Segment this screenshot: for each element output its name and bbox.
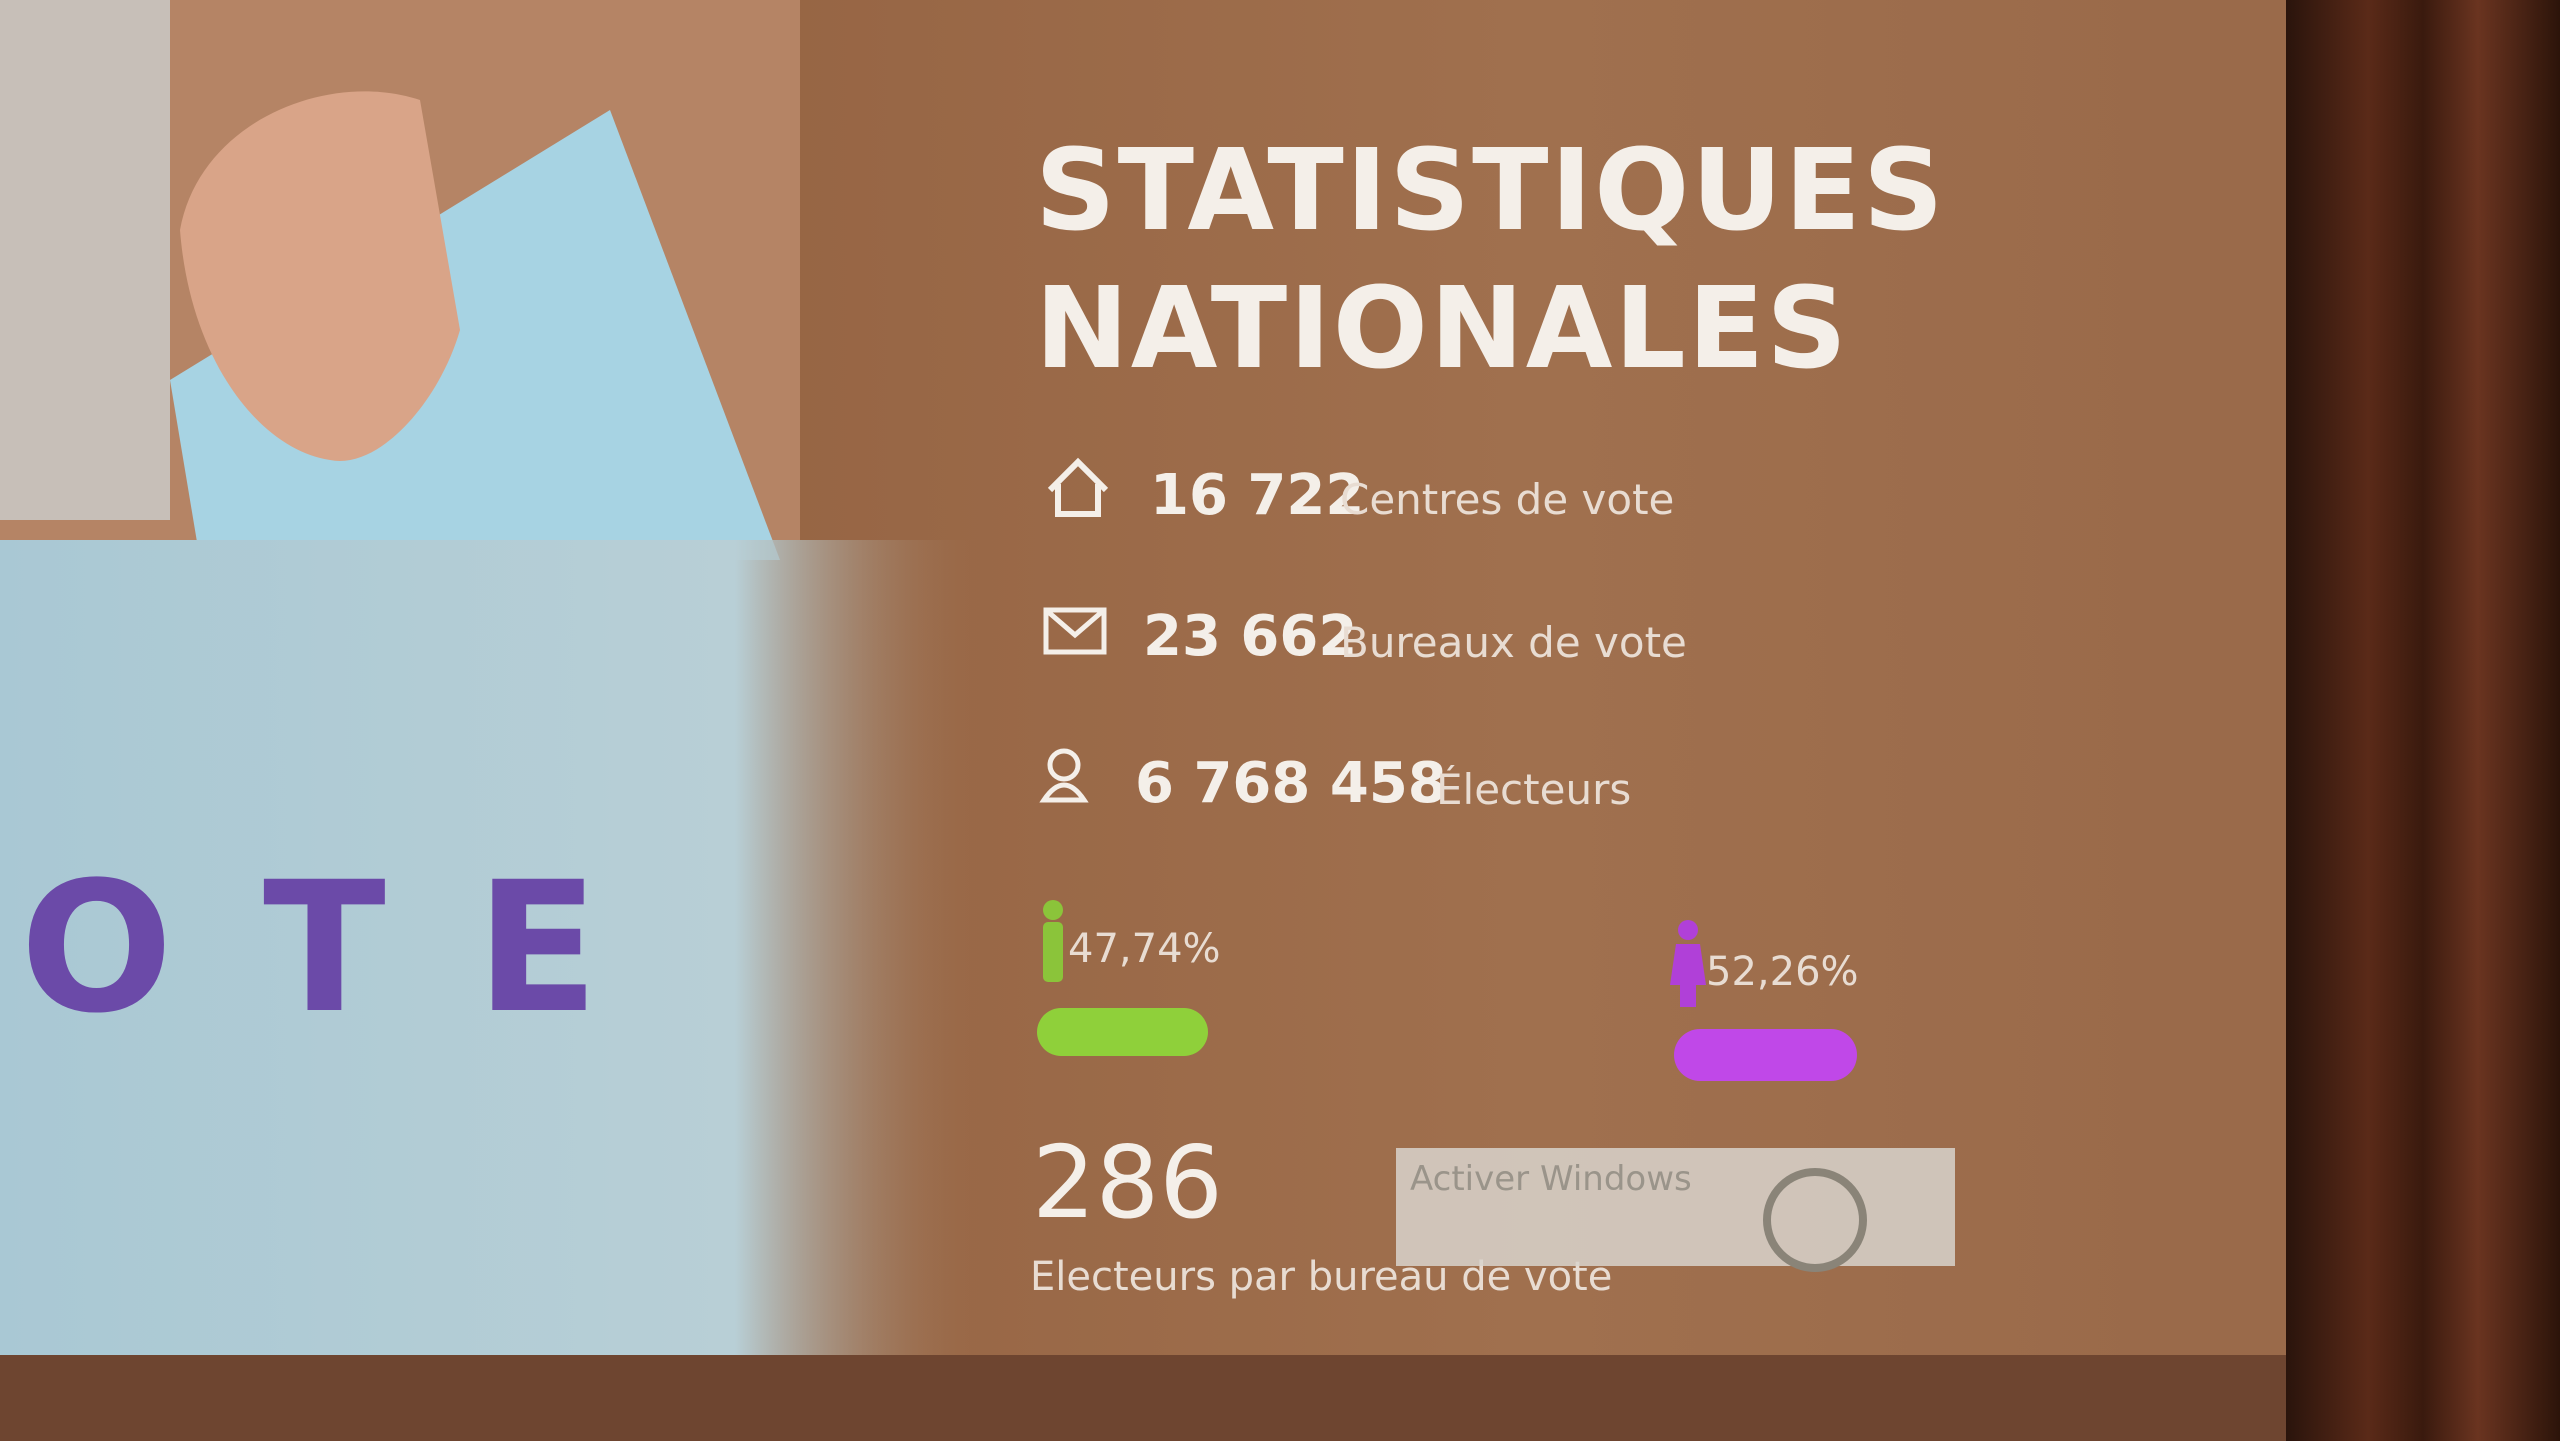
ballot-box <box>0 540 980 1355</box>
title-line: STATISTIQUES <box>1035 126 1945 256</box>
men-badge <box>1037 1008 1208 1056</box>
title-line: NATIONALES <box>1035 264 1849 394</box>
icon-mail <box>1043 607 1107 655</box>
icon-woman <box>1670 920 1706 1007</box>
watermark-text: Activer Windows <box>1410 1159 1692 1199</box>
stat-number: 6 768 458 <box>1135 751 1447 816</box>
women-percent: 52,26% <box>1706 949 1859 995</box>
icon-man <box>1043 900 1063 982</box>
stat-label: Bureaux de vote <box>1340 618 1687 667</box>
icon-person <box>1039 748 1089 803</box>
stat-label: Centres de vote <box>1340 475 1674 524</box>
stat-label: Électeurs <box>1436 764 1631 814</box>
watermark-logo <box>1763 1168 1867 1272</box>
curtain <box>2286 0 2560 1441</box>
hand <box>180 91 460 461</box>
box-word: OTE <box>20 844 689 1053</box>
men-percent: 47,74% <box>1068 926 1221 972</box>
photo-light <box>0 0 170 520</box>
ratio-number: 286 <box>1032 1124 1223 1241</box>
stat-number: 23 662 <box>1143 604 1357 669</box>
icon-home <box>1047 457 1109 517</box>
stat-number: 16 722 <box>1150 463 1364 528</box>
women-badge <box>1674 1029 1857 1081</box>
wall <box>0 1355 2300 1441</box>
